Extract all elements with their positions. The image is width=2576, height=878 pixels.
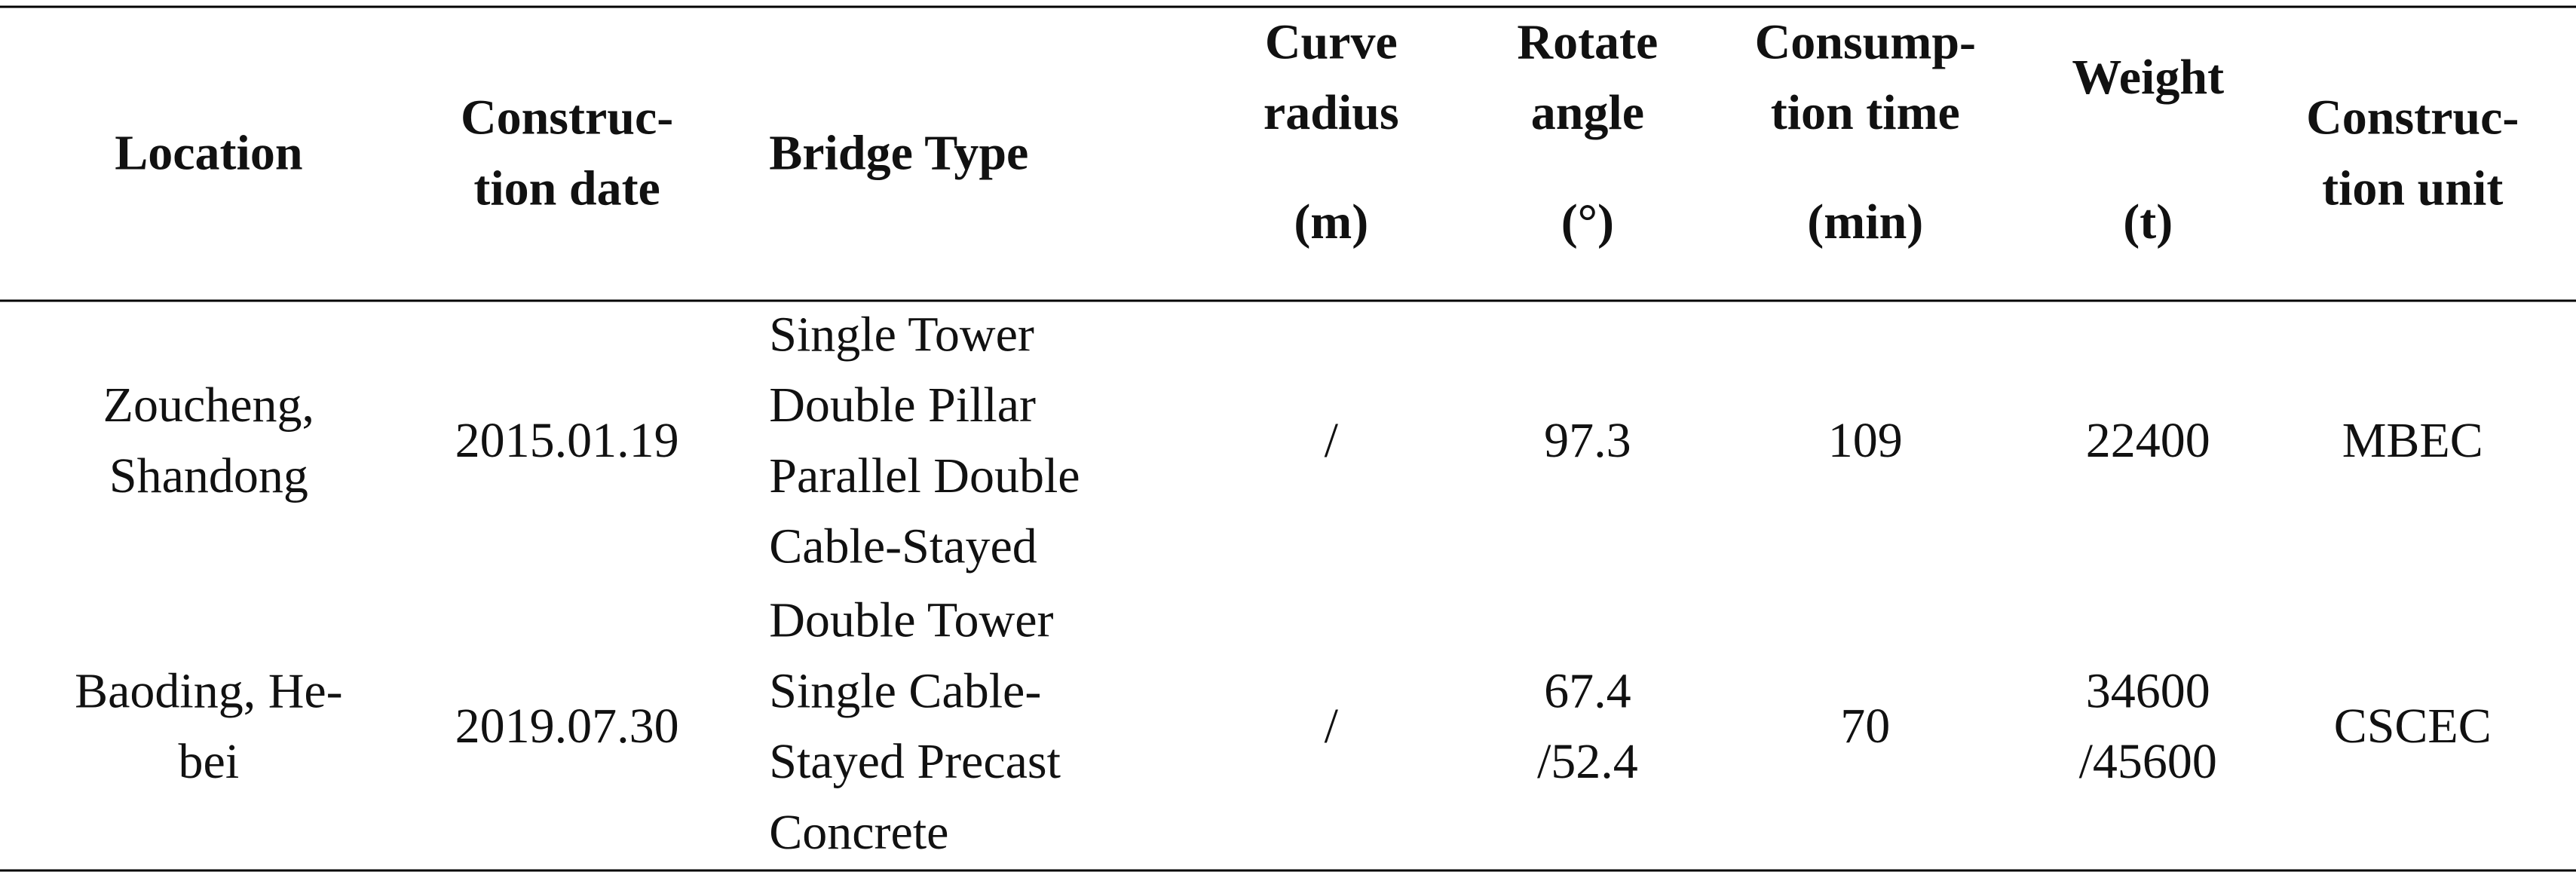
cell-text: / <box>1325 699 1339 754</box>
cell-text: Baoding, He- <box>75 663 343 718</box>
cell-text: 34600 <box>2086 663 2210 718</box>
cell-text: MBEC <box>2342 413 2483 468</box>
cell-text: Cable-Stayed <box>769 519 1037 574</box>
cell-text: /52.4 <box>1537 734 1638 789</box>
cell-text: Shandong <box>109 448 308 503</box>
header-text: Consump- <box>1755 14 1976 69</box>
cell-text: Concrete <box>769 805 948 860</box>
header-text: Construc- <box>461 90 673 145</box>
cell-text: 70 <box>1840 699 1890 754</box>
cell-text: Stayed Precast <box>769 734 1061 789</box>
cell-text: bei <box>179 734 240 789</box>
cell-text: 67.4 <box>1544 663 1631 718</box>
cell-text: CSCEC <box>2334 699 2492 754</box>
cell-text: 22400 <box>2086 413 2210 468</box>
header-unit: (°) <box>1561 194 1614 249</box>
cell-text: 2015.01.19 <box>455 413 679 468</box>
cell-text: 109 <box>1828 413 1903 468</box>
header-text: radius <box>1263 85 1399 140</box>
header-text: tion unit <box>2322 161 2503 216</box>
header-text: Location <box>115 125 302 180</box>
cell-text: Parallel Double <box>769 448 1080 503</box>
header-text: Curve <box>1265 14 1398 69</box>
header-unit: (min) <box>1807 194 1923 249</box>
header-unit: (t) <box>2123 194 2173 249</box>
cell-text: Single Tower <box>769 307 1034 362</box>
cell-text: Double Tower <box>769 593 1053 648</box>
header-text: tion time <box>1771 85 1960 140</box>
header-text: Construc- <box>2306 90 2519 145</box>
cell-text: Double Pillar <box>769 378 1036 433</box>
cell-text: /45600 <box>2079 734 2217 789</box>
header-text: Rotate <box>1517 14 1658 69</box>
cell-text: 2019.07.30 <box>455 699 679 754</box>
cell-text: Single Cable- <box>769 663 1041 718</box>
cell-text: Zoucheng, <box>103 378 314 433</box>
header-unit: (m) <box>1294 194 1368 249</box>
cell-text: 97.3 <box>1544 413 1631 468</box>
header-text: Bridge Type <box>769 125 1028 180</box>
cell-text: / <box>1325 413 1339 468</box>
header-text: tion date <box>473 161 660 216</box>
header-text: Weight <box>2072 50 2224 105</box>
header-text: angle <box>1531 85 1644 140</box>
